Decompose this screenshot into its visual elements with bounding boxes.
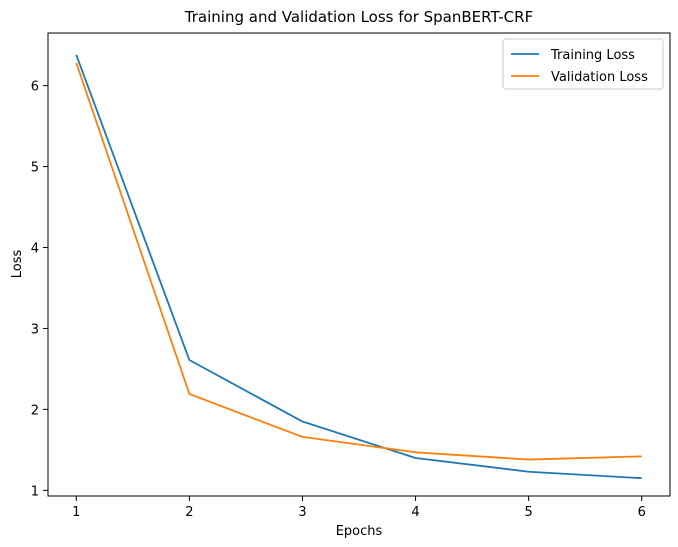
x-tick-label: 4	[411, 505, 419, 520]
y-axis-label: Loss	[10, 250, 25, 279]
series-layer	[75, 54, 642, 480]
validation-loss-line	[75, 62, 642, 461]
y-tick-label: 5	[31, 161, 39, 176]
legend: Training Loss Validation Loss	[502, 38, 664, 90]
plot-area-frame	[47, 32, 671, 497]
x-tick-label: 5	[524, 505, 532, 520]
training-loss-line	[75, 54, 642, 480]
y-tick-label: 1	[31, 484, 39, 499]
y-tick-label: 6	[31, 80, 39, 95]
x-tick-label: 3	[298, 505, 306, 520]
x-axis-label: Epochs	[336, 524, 383, 539]
y-tick-label: 3	[31, 322, 39, 337]
x-tick-label: 2	[185, 505, 193, 520]
legend-box	[502, 38, 664, 90]
x-tick-label: 1	[72, 505, 80, 520]
training-loss-legend-label: Training Loss	[550, 48, 635, 63]
y-axis: 1 2 3 4 5 6	[31, 80, 48, 499]
y-tick-label: 2	[31, 403, 39, 418]
x-axis: 1 2 3 4 5 6	[72, 496, 646, 520]
validation-loss-legend-label: Validation Loss	[551, 70, 648, 85]
chart-title: Training and Validation Loss for SpanBER…	[184, 8, 533, 26]
x-tick-label: 6	[638, 505, 646, 520]
y-tick-label: 4	[31, 242, 39, 257]
